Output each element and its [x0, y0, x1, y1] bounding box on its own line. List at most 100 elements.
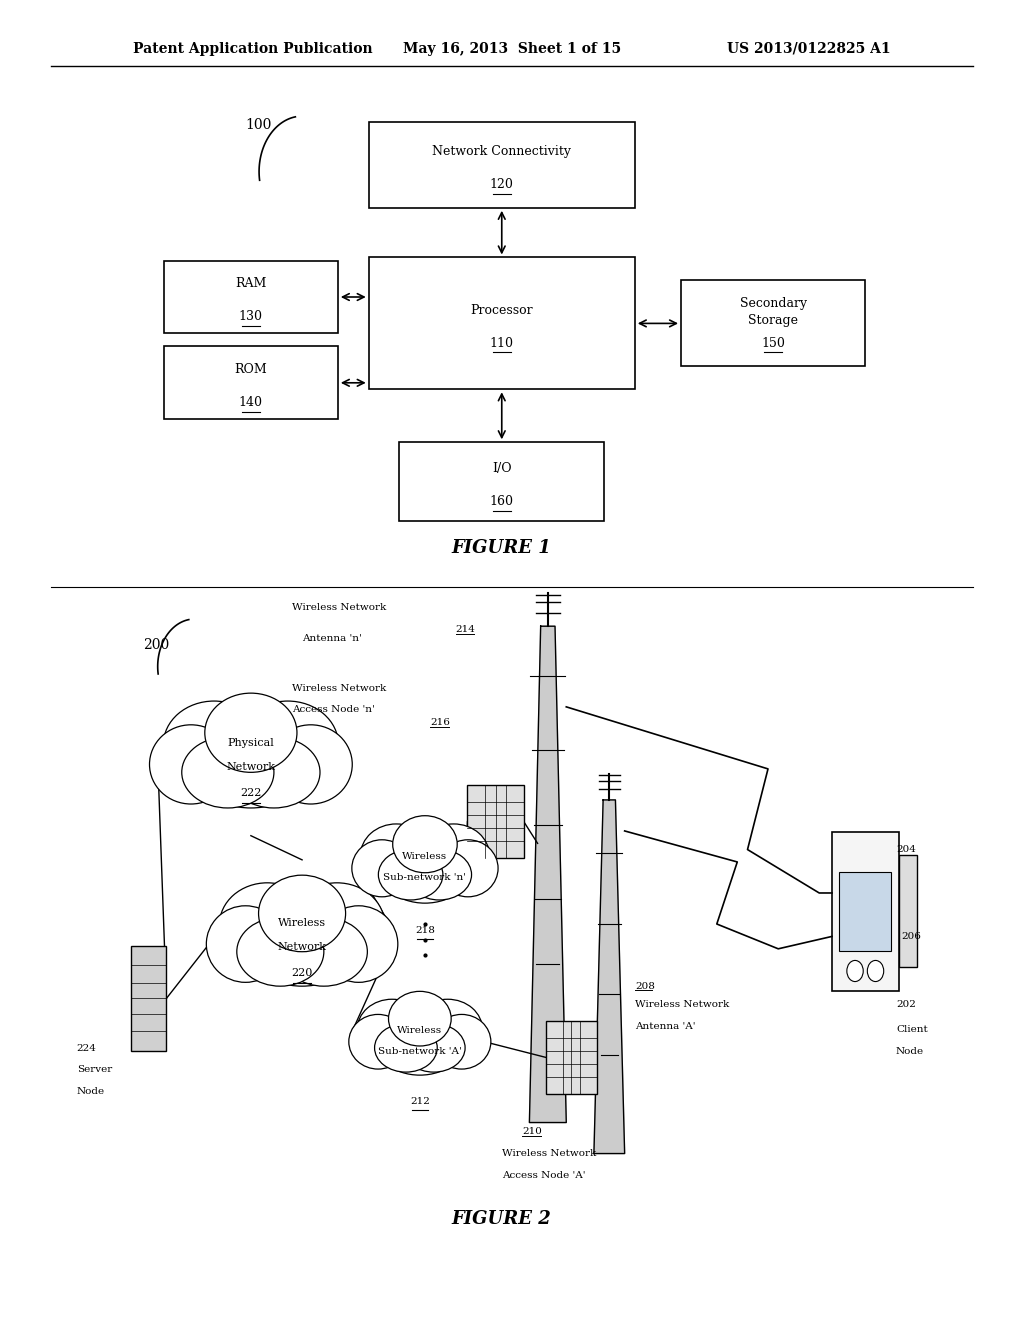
Text: 200: 200 — [143, 638, 170, 652]
Bar — [369, 257, 635, 389]
Ellipse shape — [357, 999, 427, 1060]
Bar — [681, 280, 865, 366]
Text: May 16, 2013  Sheet 1 of 15: May 16, 2013 Sheet 1 of 15 — [402, 42, 622, 55]
Bar — [369, 121, 635, 207]
Text: 218: 218 — [415, 927, 435, 935]
Bar — [840, 873, 891, 952]
Bar — [467, 785, 523, 858]
Text: 130: 130 — [239, 310, 263, 323]
Ellipse shape — [205, 693, 297, 772]
Ellipse shape — [219, 883, 315, 968]
Ellipse shape — [281, 917, 368, 986]
Text: Antenna 'n': Antenna 'n' — [302, 634, 361, 643]
Ellipse shape — [237, 701, 338, 788]
Ellipse shape — [432, 1014, 490, 1069]
Text: US 2013/0122825 A1: US 2013/0122825 A1 — [727, 42, 891, 55]
Ellipse shape — [407, 849, 472, 900]
Text: 110: 110 — [489, 337, 514, 350]
Text: Wireless Network: Wireless Network — [502, 1148, 596, 1158]
Ellipse shape — [228, 737, 319, 808]
Text: Client: Client — [896, 1024, 928, 1034]
Text: 214: 214 — [456, 624, 475, 634]
Text: Patent Application Publication: Patent Application Publication — [133, 42, 373, 55]
Circle shape — [867, 961, 884, 982]
Text: FIGURE 2: FIGURE 2 — [452, 1209, 552, 1228]
Ellipse shape — [413, 999, 482, 1060]
Ellipse shape — [388, 991, 452, 1045]
Text: 224: 224 — [77, 1044, 96, 1052]
Text: Access Node 'n': Access Node 'n' — [292, 705, 375, 714]
Circle shape — [847, 961, 863, 982]
Text: Wireless: Wireless — [279, 919, 326, 928]
Text: Server: Server — [77, 1065, 112, 1074]
Ellipse shape — [349, 1014, 408, 1069]
Text: 212: 212 — [410, 1097, 430, 1106]
Text: Network: Network — [226, 762, 275, 772]
Text: 150: 150 — [761, 337, 785, 350]
Text: RAM: RAM — [236, 277, 266, 290]
Ellipse shape — [319, 906, 397, 982]
Ellipse shape — [371, 997, 469, 1074]
Text: 120: 120 — [489, 178, 514, 191]
Ellipse shape — [242, 887, 362, 986]
Bar — [831, 833, 899, 991]
Bar — [164, 260, 338, 333]
Ellipse shape — [269, 725, 352, 804]
Ellipse shape — [360, 824, 432, 887]
Text: Wireless: Wireless — [402, 853, 447, 861]
Text: 222: 222 — [241, 788, 261, 799]
Ellipse shape — [375, 821, 475, 903]
Text: Storage: Storage — [749, 314, 798, 327]
Ellipse shape — [182, 737, 274, 808]
Ellipse shape — [352, 840, 412, 896]
Text: Node: Node — [77, 1086, 104, 1096]
Bar — [399, 442, 604, 521]
Ellipse shape — [402, 1023, 465, 1072]
Bar — [899, 855, 918, 968]
Text: Antenna 'A': Antenna 'A' — [635, 1022, 695, 1031]
Text: Sub-network 'A': Sub-network 'A' — [378, 1047, 462, 1056]
Text: 206: 206 — [901, 932, 921, 941]
Text: 100: 100 — [246, 119, 272, 132]
Text: 140: 140 — [239, 396, 263, 409]
Text: I/O: I/O — [492, 462, 512, 475]
Ellipse shape — [438, 840, 498, 896]
Text: 208: 208 — [635, 982, 654, 990]
Text: 202: 202 — [896, 1001, 915, 1010]
Text: Wireless Network: Wireless Network — [292, 603, 386, 612]
Text: Wireless Network: Wireless Network — [635, 1001, 729, 1010]
Ellipse shape — [392, 816, 457, 873]
Ellipse shape — [163, 701, 264, 788]
Text: Access Node 'A': Access Node 'A' — [502, 1171, 586, 1180]
Text: Processor: Processor — [470, 304, 534, 317]
Ellipse shape — [186, 705, 315, 808]
Bar — [164, 346, 338, 420]
Text: 220: 220 — [292, 969, 312, 978]
Ellipse shape — [418, 824, 489, 887]
Text: 210: 210 — [522, 1127, 542, 1137]
Text: Secondary: Secondary — [739, 297, 807, 310]
Text: 204: 204 — [896, 845, 915, 854]
Ellipse shape — [378, 849, 442, 900]
Ellipse shape — [206, 906, 285, 982]
Text: FIGURE 1: FIGURE 1 — [452, 539, 552, 557]
Text: Sub-network 'n': Sub-network 'n' — [383, 874, 467, 882]
Text: ROM: ROM — [234, 363, 267, 376]
Text: 160: 160 — [489, 495, 514, 508]
Text: Network: Network — [278, 942, 327, 952]
Ellipse shape — [150, 725, 232, 804]
Text: Physical: Physical — [227, 738, 274, 748]
Text: Network Connectivity: Network Connectivity — [432, 145, 571, 158]
Text: Wireless Network: Wireless Network — [292, 684, 386, 693]
Ellipse shape — [258, 875, 345, 952]
Text: Node: Node — [896, 1047, 924, 1056]
Polygon shape — [529, 626, 566, 1122]
Bar — [546, 1022, 597, 1094]
Ellipse shape — [237, 917, 324, 986]
Bar — [131, 945, 166, 1051]
Text: 216: 216 — [430, 718, 450, 727]
Ellipse shape — [289, 883, 385, 968]
Text: Wireless: Wireless — [397, 1026, 442, 1035]
Polygon shape — [594, 800, 625, 1154]
Ellipse shape — [375, 1023, 437, 1072]
